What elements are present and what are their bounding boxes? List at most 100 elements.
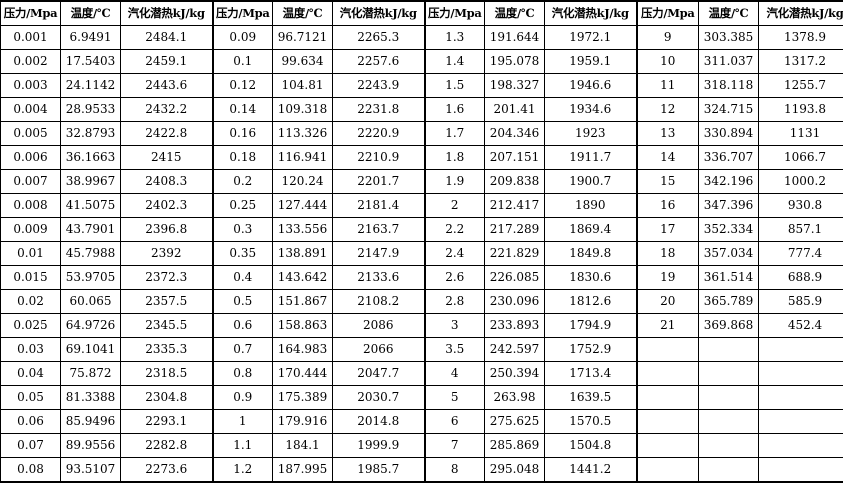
cell-temperature: 127.444 <box>272 193 333 218</box>
cell-pressure <box>635 385 699 410</box>
cell-temperature: 336.707 <box>698 145 759 170</box>
cell-temperature: 45.7988 <box>60 241 121 266</box>
cell-latent-heat: 930.8 <box>758 193 843 218</box>
cell-latent-heat: 585.9 <box>758 289 843 314</box>
cell-temperature: 209.838 <box>484 169 545 194</box>
cell-latent-heat: 1639.5 <box>544 385 637 410</box>
cell-latent-heat: 1923 <box>544 121 637 146</box>
cell-pressure: 0.18 <box>211 145 273 170</box>
cell-temperature: 311.037 <box>698 49 759 74</box>
header-latent-heat-group-4: 汽化潜热kJ/kg <box>758 0 843 26</box>
cell-pressure: 0.7 <box>211 337 273 362</box>
header-pressure-group-1: 压力/Mpa <box>0 0 61 26</box>
cell-pressure: 4 <box>423 361 485 386</box>
cell-temperature: 226.085 <box>484 265 545 290</box>
table-row: 0.08 93.5107 2273.6 1.2 187.995 1985.7 8 295.04… <box>0 457 843 483</box>
cell-temperature: 191.644 <box>484 25 545 50</box>
table-row: 0.07 89.9556 2282.8 1.1 184.1 1999.9 7 285.869 1… <box>0 433 843 458</box>
cell-latent-heat: 2210.9 <box>332 145 425 170</box>
cell-temperature: 75.872 <box>60 361 121 386</box>
cell-temperature: 109.318 <box>272 97 333 122</box>
cell-pressure: 2.8 <box>423 289 485 314</box>
cell-temperature: 175.389 <box>272 385 333 410</box>
cell-pressure: 0.01 <box>0 241 61 266</box>
table-row: 0.015 53.9705 2372.3 0.4 143.642 2133.6 2.6 226… <box>0 265 843 290</box>
cell-pressure: 0.6 <box>211 313 273 338</box>
cell-latent-heat: 2357.5 <box>120 289 213 314</box>
cell-latent-heat: 2282.8 <box>120 433 213 458</box>
cell-latent-heat: 1911.7 <box>544 145 637 170</box>
cell-temperature: 361.514 <box>698 265 759 290</box>
cell-latent-heat: 2318.5 <box>120 361 213 386</box>
cell-temperature: 158.863 <box>272 313 333 338</box>
cell-latent-heat: 2265.3 <box>332 25 425 50</box>
cell-latent-heat: 1255.7 <box>758 73 843 98</box>
cell-temperature: 369.868 <box>698 313 759 338</box>
cell-pressure: 0.03 <box>0 337 61 362</box>
cell-temperature: 120.24 <box>272 169 333 194</box>
cell-pressure: 0.04 <box>0 361 61 386</box>
cell-latent-heat: 1794.9 <box>544 313 637 338</box>
cell-latent-heat: 1441.2 <box>544 457 637 483</box>
cell-pressure: 1.6 <box>423 97 485 122</box>
cell-pressure: 0.015 <box>0 265 61 290</box>
cell-pressure: 0.16 <box>211 121 273 146</box>
cell-latent-heat: 2147.9 <box>332 241 425 266</box>
table-row: 0.002 17.5403 2459.1 0.1 99.634 2257.6 1.4 195.… <box>0 49 843 74</box>
cell-pressure: 0.25 <box>211 193 273 218</box>
cell-temperature: 53.9705 <box>60 265 121 290</box>
cell-pressure: 0.025 <box>0 313 61 338</box>
table-row: 0.03 69.1041 2335.3 0.7 164.983 2066 3.5 242.59… <box>0 337 843 362</box>
cell-temperature: 64.9726 <box>60 313 121 338</box>
cell-latent-heat <box>758 337 843 362</box>
cell-temperature: 250.394 <box>484 361 545 386</box>
cell-latent-heat: 2432.2 <box>120 97 213 122</box>
cell-pressure: 0.06 <box>0 409 61 434</box>
cell-pressure <box>635 361 699 386</box>
cell-pressure: 18 <box>635 241 699 266</box>
cell-temperature: 28.9533 <box>60 97 121 122</box>
cell-latent-heat: 2345.5 <box>120 313 213 338</box>
table-row: 0.01 45.7988 2392 0.35 138.891 2147.9 2.4 221.8… <box>0 241 843 266</box>
cell-pressure: 2.2 <box>423 217 485 242</box>
cell-pressure: 0.003 <box>0 73 61 98</box>
cell-latent-heat: 1812.6 <box>544 289 637 314</box>
cell-pressure: 13 <box>635 121 699 146</box>
cell-pressure: 6 <box>423 409 485 434</box>
cell-latent-heat: 2484.1 <box>120 25 213 50</box>
cell-temperature: 81.3388 <box>60 385 121 410</box>
cell-latent-heat <box>758 385 843 410</box>
cell-pressure <box>635 433 699 458</box>
cell-latent-heat: 1317.2 <box>758 49 843 74</box>
cell-latent-heat: 2396.8 <box>120 217 213 242</box>
cell-pressure <box>635 457 699 483</box>
cell-temperature: 60.065 <box>60 289 121 314</box>
cell-latent-heat: 1131 <box>758 121 843 146</box>
cell-pressure: 0.009 <box>0 217 61 242</box>
cell-latent-heat: 2014.8 <box>332 409 425 434</box>
cell-latent-heat: 1713.4 <box>544 361 637 386</box>
cell-temperature: 104.81 <box>272 73 333 98</box>
table-row: 0.003 24.1142 2443.6 0.12 104.81 2243.9 1.5 198… <box>0 73 843 98</box>
cell-latent-heat: 2030.7 <box>332 385 425 410</box>
cell-temperature: 207.151 <box>484 145 545 170</box>
header-row: 压力/Mpa 温度/℃ 汽化潜热kJ/kg 压力/Mpa 温度/℃ 汽化潜热kJ/kg 压力… <box>0 0 843 26</box>
cell-temperature: 38.9967 <box>60 169 121 194</box>
cell-pressure: 2 <box>423 193 485 218</box>
cell-latent-heat: 1000.2 <box>758 169 843 194</box>
cell-temperature: 187.995 <box>272 457 333 483</box>
cell-pressure: 0.14 <box>211 97 273 122</box>
cell-temperature: 201.41 <box>484 97 545 122</box>
cell-latent-heat: 1752.9 <box>544 337 637 362</box>
table-row: 0.05 81.3388 2304.8 0.9 175.389 2030.7 5 263.98… <box>0 385 843 410</box>
cell-temperature: 365.789 <box>698 289 759 314</box>
cell-pressure: 1.3 <box>423 25 485 50</box>
cell-latent-heat <box>758 409 843 434</box>
cell-pressure: 0.3 <box>211 217 273 242</box>
cell-pressure: 2.6 <box>423 265 485 290</box>
cell-latent-heat: 2108.2 <box>332 289 425 314</box>
cell-pressure: 8 <box>423 457 485 483</box>
cell-temperature: 324.715 <box>698 97 759 122</box>
table-row: 0.009 43.7901 2396.8 0.3 133.556 2163.7 2.2 217… <box>0 217 843 242</box>
cell-temperature: 151.867 <box>272 289 333 314</box>
